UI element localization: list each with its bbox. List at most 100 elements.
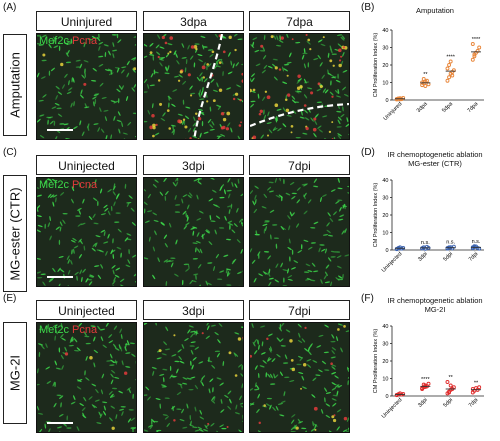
x-tick-label: 3dpi [417, 397, 429, 409]
data-point [470, 57, 475, 62]
tissue-texture [144, 178, 243, 286]
micrograph-3dpi-mg2i [143, 322, 244, 433]
chart-title-ctr: IR chemoptogenetic ablation MG-ester (CTR… [375, 150, 495, 168]
data-point [423, 384, 428, 389]
y-axis-label: CM Proliferation Index (%) [373, 183, 379, 248]
significance-label: n.s. [421, 240, 430, 246]
header-uninjected-mg2i: Uninjected [36, 300, 137, 320]
header-7dpi-mg2i: 7dpi [249, 300, 350, 320]
amputation-plane-line [250, 102, 349, 128]
chart-title-line: MG-ester (CTR) [408, 159, 462, 168]
x-tick-label: 3dpi [417, 251, 429, 263]
tissue-texture [144, 34, 243, 139]
x-tick-label: 5dpa [441, 101, 455, 115]
y-tick-label: 30 [382, 342, 388, 348]
tissue-texture [250, 323, 349, 432]
micrograph-uninjured: Mef2c Pcna [36, 33, 137, 140]
data-point [424, 78, 429, 83]
y-tick-label: 0 [385, 248, 388, 254]
x-tick-label: 7dpa [467, 101, 481, 115]
x-tick-label: Uninjected [381, 397, 404, 420]
y-tick-label: 40 [382, 324, 388, 330]
x-tick-label: 7dpi [468, 251, 480, 263]
panel-letter-f: (F) [361, 293, 374, 304]
row-label-text: MG-2I [7, 354, 23, 392]
micrograph-7dpa [249, 33, 350, 140]
significance-label: n.s. [472, 239, 481, 245]
panel-letter-d: (D) [361, 147, 375, 158]
y-tick-label: 10 [382, 81, 388, 87]
x-tick-label: Uninjected [381, 251, 404, 274]
tissue-texture [37, 323, 136, 432]
y-tick-label: 0 [385, 98, 388, 104]
header-uninjured: Uninjured [36, 11, 137, 31]
stain-legend: Mef2c Pcna [39, 179, 98, 191]
y-tick-label: 40 [382, 28, 388, 34]
data-point [401, 391, 406, 396]
panel-letter-e: (E) [3, 293, 17, 304]
header-7dpi-ctr: 7dpi [249, 155, 350, 175]
header-7dpa: 7dpa [249, 11, 350, 31]
stain-legend: Mef2c Pcna [39, 324, 98, 336]
row-label-mg2i: MG-2I [3, 322, 27, 424]
data-point [423, 84, 428, 88]
data-point [477, 45, 482, 50]
panel-letter-c: (C) [3, 147, 17, 158]
header-3dpi-ctr: 3dpi [143, 155, 244, 175]
scale-bar [47, 129, 73, 131]
chart-title-mg2i: IR chemoptogenetic ablation MG-2I [375, 296, 495, 314]
micrograph-7dpi-mg2i [249, 322, 350, 433]
significance-label: ** [474, 380, 479, 386]
y-tick-label: 20 [382, 213, 388, 219]
data-point [450, 73, 455, 78]
data-point [445, 66, 450, 71]
header-uninjected-ctr: Uninjected [36, 155, 137, 175]
data-point [401, 95, 406, 100]
x-tick-label: 5dpi [442, 397, 454, 409]
y-tick-label: 10 [382, 231, 388, 237]
data-point [445, 380, 450, 384]
y-axis-label: CM Proliferation Index (%) [373, 329, 379, 394]
significance-label: **** [472, 37, 481, 43]
y-tick-label: 40 [382, 178, 388, 184]
data-point [447, 63, 452, 67]
significance-label: n.s. [446, 240, 455, 246]
data-point [445, 78, 450, 83]
row-label-mg-ester: MG-ester (CTR) [3, 175, 27, 292]
y-tick-label: 20 [382, 359, 388, 365]
chart-title-line: IR chemoptogenetic ablation [387, 296, 483, 305]
data-point [426, 381, 431, 386]
tissue-texture [37, 34, 136, 139]
micrograph-uninjected-mg2i: Mef2c Pcna [36, 322, 137, 433]
micrograph-uninjected-ctr: Mef2c Pcna [36, 177, 137, 287]
data-point [394, 392, 399, 397]
header-3dpa: 3dpa [143, 11, 244, 31]
chart-title-line: IR chemoptogenetic ablation [387, 150, 483, 159]
data-point [477, 385, 482, 390]
row-label-amputation: Amputation [3, 34, 27, 136]
data-point [470, 42, 475, 46]
amputation-plane-line [193, 34, 224, 139]
panel-letter-a: (A) [3, 2, 17, 13]
x-tick-label: 7dpi [468, 397, 480, 409]
y-tick-label: 0 [385, 394, 388, 400]
stain-legend: Mef2c Pcna [39, 35, 98, 47]
x-tick-label: Uninjured [383, 101, 404, 122]
tissue-texture [144, 323, 243, 432]
row-label-text: MG-ester (CTR) [7, 186, 23, 281]
y-tick-label: 20 [382, 63, 388, 69]
data-point [451, 244, 456, 249]
data-point [472, 52, 477, 57]
header-3dpi-mg2i: 3dpi [143, 300, 244, 320]
significance-label: ** [449, 375, 454, 381]
significance-label: **** [421, 377, 430, 383]
data-point [447, 390, 452, 395]
data-point [447, 75, 452, 80]
significance-label: ** [423, 72, 428, 78]
panel-letter-b: (B) [361, 2, 375, 13]
scale-bar [47, 276, 73, 278]
tissue-texture [250, 178, 349, 286]
data-point [451, 68, 456, 73]
